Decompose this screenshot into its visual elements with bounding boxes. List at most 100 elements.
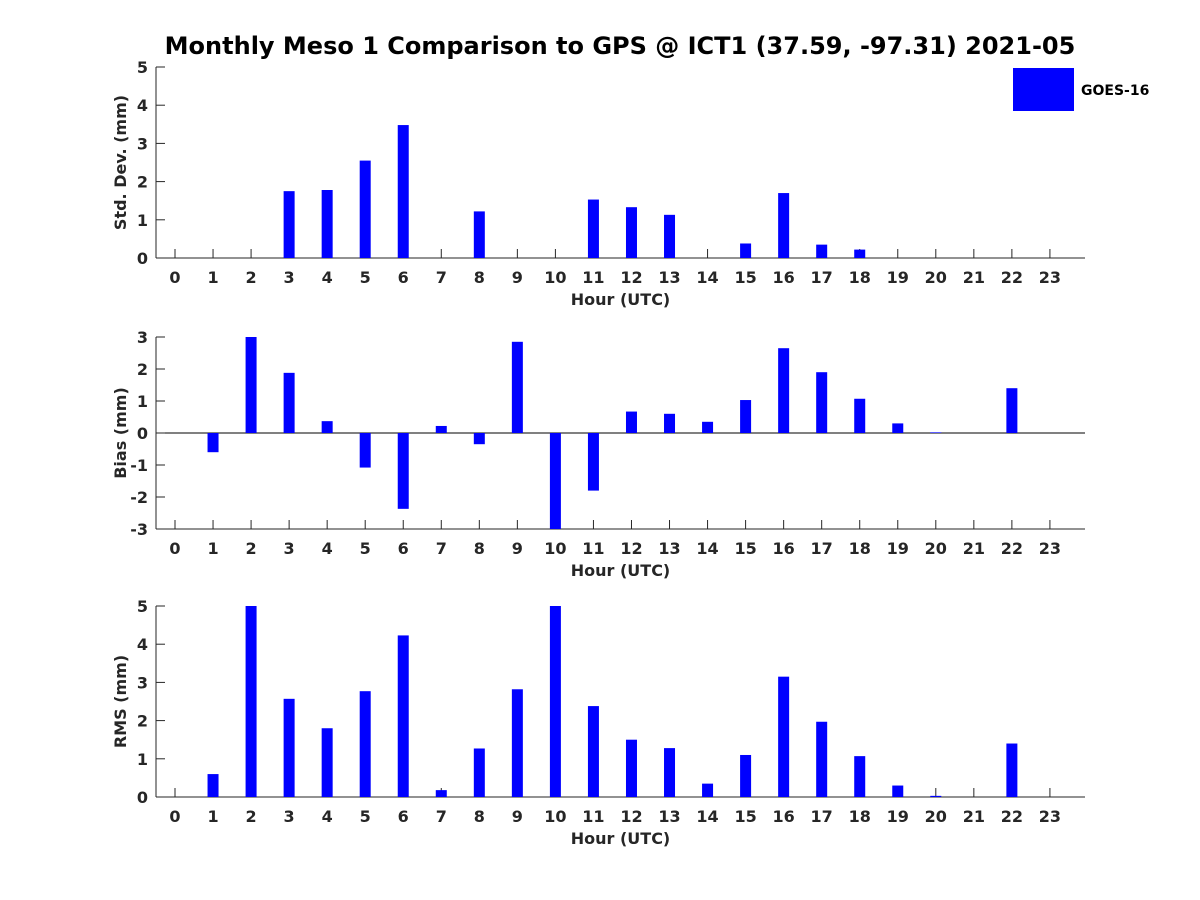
rms-x-tick-label: 19 xyxy=(887,807,909,826)
bias-bar xyxy=(207,433,219,453)
bias-bar xyxy=(740,400,752,433)
bias-y-tick-label: 2 xyxy=(137,360,148,379)
std-dev-y-tick-label: 1 xyxy=(137,211,148,230)
rms-x-tick-label: 9 xyxy=(512,807,523,826)
legend-swatch xyxy=(1013,68,1074,111)
bias-x-tick-label: 11 xyxy=(582,539,604,558)
std-dev-y-tick-label: 0 xyxy=(137,249,148,268)
rms-x-tick-label: 6 xyxy=(398,807,409,826)
rms-x-tick-label: 16 xyxy=(773,807,795,826)
rms-bar xyxy=(283,698,295,797)
std-dev-x-tick-label: 11 xyxy=(582,268,604,287)
std-dev-x-tick-label: 15 xyxy=(734,268,756,287)
std-dev-x-tick-label: 7 xyxy=(436,268,447,287)
std-dev-bar xyxy=(283,191,295,258)
bias-bar xyxy=(473,433,485,445)
std-dev-bar xyxy=(778,193,790,258)
rms-bar xyxy=(473,748,485,797)
bias-bar xyxy=(587,433,599,491)
bias-x-tick-label: 14 xyxy=(696,539,718,558)
bias-x-axis-label: Hour (UTC) xyxy=(571,561,671,580)
rms-bar xyxy=(625,739,637,797)
bias-x-tick-label: 18 xyxy=(849,539,871,558)
rms-x-tick-label: 10 xyxy=(544,807,566,826)
rms-x-tick-label: 1 xyxy=(207,807,218,826)
rms-y-tick-label: 2 xyxy=(137,712,148,731)
bias-bar xyxy=(549,433,561,529)
bias-y-tick-label: -1 xyxy=(130,456,148,475)
bias-bar xyxy=(245,337,257,433)
rms-bar xyxy=(892,785,904,797)
rms-x-tick-label: 14 xyxy=(696,807,718,826)
rms-bar xyxy=(587,706,599,797)
std-dev-x-tick-label: 6 xyxy=(398,268,409,287)
std-dev-bar xyxy=(664,214,676,258)
bias-bar xyxy=(1006,388,1018,433)
std-dev-bar xyxy=(359,160,371,258)
std-dev-x-tick-label: 4 xyxy=(322,268,333,287)
bias-x-tick-label: 6 xyxy=(398,539,409,558)
rms-y-axis-label: RMS (mm) xyxy=(111,655,130,748)
std-dev-y-tick-label: 2 xyxy=(137,173,148,192)
bias-y-axis-label: Bias (mm) xyxy=(111,387,130,479)
bias-bar xyxy=(892,423,904,433)
rms-bar xyxy=(207,774,219,797)
bias-x-tick-label: 7 xyxy=(436,539,447,558)
std-dev-y-axis-label: Std. Dev. (mm) xyxy=(111,95,130,230)
bias-x-tick-label: 23 xyxy=(1039,539,1061,558)
bias-bar xyxy=(854,398,866,433)
std-dev-x-tick-label: 21 xyxy=(963,268,985,287)
rms-bar xyxy=(702,783,714,797)
rms-y-tick-label: 3 xyxy=(137,673,148,692)
bias-x-tick-label: 5 xyxy=(360,539,371,558)
std-dev-x-tick-label: 12 xyxy=(620,268,642,287)
std-dev-bar xyxy=(854,249,866,258)
rms-bar xyxy=(549,606,561,797)
std-dev-y-tick-label: 3 xyxy=(137,134,148,153)
std-dev-y-tick-label: 4 xyxy=(137,96,148,115)
std-dev-x-axis-label: Hour (UTC) xyxy=(571,290,671,309)
std-dev-x-tick-label: 16 xyxy=(773,268,795,287)
std-dev-x-tick-label: 2 xyxy=(246,268,257,287)
rms-bar xyxy=(397,635,409,797)
rms-x-tick-label: 13 xyxy=(658,807,680,826)
std-dev-x-tick-label: 17 xyxy=(811,268,833,287)
bias-x-tick-label: 10 xyxy=(544,539,566,558)
std-dev-x-tick-label: 23 xyxy=(1039,268,1061,287)
std-dev-x-tick-label: 9 xyxy=(512,268,523,287)
bias-bar xyxy=(778,348,790,433)
bias-bar xyxy=(930,432,942,433)
figure-title: Monthly Meso 1 Comparison to GPS @ ICT1 … xyxy=(165,32,1076,60)
std-dev-x-tick-label: 13 xyxy=(658,268,680,287)
bias-bar xyxy=(511,341,523,433)
bias-x-tick-label: 0 xyxy=(169,539,180,558)
rms-x-tick-label: 2 xyxy=(246,807,257,826)
bias-bar xyxy=(702,421,714,433)
rms-x-tick-label: 22 xyxy=(1001,807,1023,826)
rms-bar xyxy=(778,676,790,797)
std-dev-x-tick-label: 19 xyxy=(887,268,909,287)
bias-bar xyxy=(625,411,637,433)
bias-bar xyxy=(435,425,447,433)
rms-y-tick-label: 4 xyxy=(137,635,148,654)
rms-bar xyxy=(1006,743,1018,797)
rms-x-tick-label: 21 xyxy=(963,807,985,826)
rms-y-tick-label: 0 xyxy=(137,788,148,807)
rms-x-tick-label: 0 xyxy=(169,807,180,826)
std-dev-bar xyxy=(473,211,485,258)
bias-bar xyxy=(816,372,828,433)
bias-bar xyxy=(321,421,333,433)
bias-bar xyxy=(283,372,295,433)
bias-x-tick-label: 16 xyxy=(773,539,795,558)
rms-bar xyxy=(435,790,447,797)
rms-y-tick-label: 5 xyxy=(137,597,148,616)
std-dev-x-tick-label: 8 xyxy=(474,268,485,287)
rms-bar xyxy=(816,721,828,797)
bias-x-tick-label: 19 xyxy=(887,539,909,558)
rms-bar xyxy=(321,728,333,797)
rms-y-tick-label: 1 xyxy=(137,750,148,769)
rms-x-tick-label: 3 xyxy=(284,807,295,826)
